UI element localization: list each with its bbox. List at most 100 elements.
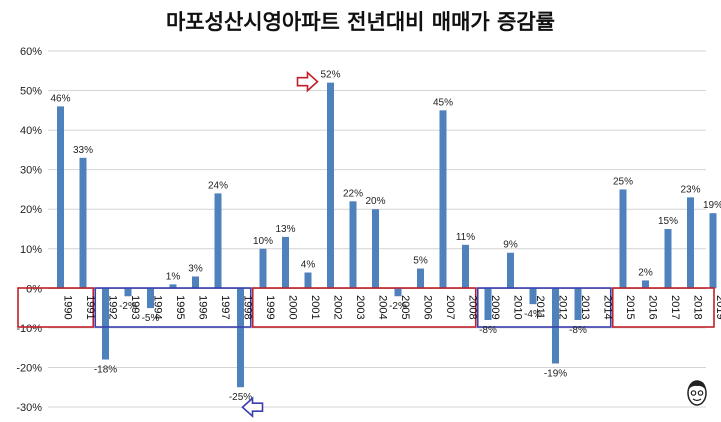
x-tick-label-2019: 2019 — [714, 295, 721, 319]
x-tick-label-2010: 2010 — [512, 295, 524, 319]
x-tick-label-1996: 1996 — [197, 295, 209, 319]
caricature-icon — [687, 380, 707, 406]
data-label-2016: 2% — [638, 267, 653, 278]
bar-2010 — [507, 252, 514, 289]
x-tick-label-2014: 2014 — [602, 295, 614, 319]
data-label-2006: 5% — [413, 256, 428, 267]
bar-2008 — [462, 244, 469, 289]
bar-1993 — [124, 288, 132, 297]
period-box — [17, 287, 95, 328]
bar-2017 — [664, 229, 672, 289]
data-label-2010: 9% — [503, 240, 518, 251]
bar-2005 — [394, 288, 402, 297]
bar-1997 — [214, 193, 222, 289]
data-label-2001: 4% — [301, 260, 316, 271]
data-label-2019: 19% — [703, 200, 721, 211]
data-label-1992: -18% — [94, 365, 117, 376]
bar-1995 — [169, 284, 177, 289]
arrow-icon — [241, 396, 264, 419]
bar-2009 — [484, 288, 492, 320]
x-tick-label-1994: 1994 — [152, 295, 164, 319]
data-label-1993: -2% — [119, 301, 137, 312]
x-tick-label-2004: 2004 — [377, 295, 389, 319]
x-tick-label-2007: 2007 — [444, 295, 456, 319]
x-tick-label-1999: 1999 — [264, 295, 276, 319]
x-tick-label-2015: 2015 — [624, 295, 636, 319]
x-tick-label-2013: 2013 — [579, 295, 591, 319]
x-tick-label-2017: 2017 — [669, 295, 681, 319]
y-tick-label: -30% — [16, 402, 42, 414]
x-tick-label-2011: 2011 — [534, 296, 546, 320]
bar-2013 — [574, 288, 582, 320]
bar-2016 — [642, 280, 649, 289]
bar-1996 — [192, 276, 199, 289]
bars — [57, 82, 717, 388]
y-tick-label: -10% — [16, 323, 42, 335]
bar-2007 — [439, 110, 447, 289]
x-tick-label-1992: 1992 — [107, 295, 119, 319]
x-tick-label-2008: 2008 — [467, 295, 479, 319]
period-boxes — [17, 287, 715, 328]
x-tick-label-2005: 2005 — [399, 295, 411, 319]
data-label-2009: -8% — [479, 325, 497, 336]
data-label-2000: 13% — [275, 224, 295, 235]
bar-1991 — [79, 157, 87, 289]
bar-1992 — [102, 288, 109, 360]
bar-2011 — [529, 288, 537, 305]
data-label-1996: 3% — [188, 263, 203, 274]
y-tick-label: 0% — [26, 283, 42, 295]
data-label-2002: 52% — [320, 70, 340, 81]
x-tick-label-1998: 1998 — [242, 295, 254, 319]
data-labels: 46% 33% -18% -2% -5% 1% 3% 24% -25% 10%13% 4% 52% 22… — [50, 70, 721, 404]
bar-1998 — [237, 288, 244, 388]
data-label-1990: 46% — [50, 93, 70, 104]
x-tick-label-2003: 2003 — [354, 295, 366, 319]
bar-2004 — [372, 209, 379, 289]
bar-2001 — [304, 272, 312, 289]
y-tick-label: 60% — [20, 46, 42, 58]
data-label-2005: -2% — [389, 301, 407, 312]
bar-2006 — [417, 268, 424, 289]
x-tick-label-2016: 2016 — [647, 295, 659, 319]
x-tick-label-2009: 2009 — [489, 295, 501, 319]
bar-2012 — [552, 288, 559, 364]
data-label-1991: 33% — [73, 145, 93, 156]
x-tick-label-2012: 2012 — [557, 295, 569, 319]
arrow-icon — [296, 70, 319, 93]
data-label-2017: 15% — [658, 216, 678, 227]
bar-1999 — [259, 248, 267, 289]
period-box — [476, 287, 612, 328]
data-label-2008: 11% — [456, 232, 475, 243]
x-tick-label-1991: 1991 — [84, 295, 96, 319]
bar-1990 — [57, 106, 64, 289]
x-tick-label-2018: 2018 — [692, 295, 704, 319]
data-label-1997: 24% — [208, 180, 228, 191]
period-box — [94, 287, 252, 328]
arrows — [241, 70, 319, 419]
x-tick-label-2002: 2002 — [332, 295, 344, 319]
data-label-2007: 45% — [433, 97, 453, 108]
bar-2018 — [687, 197, 694, 289]
data-label-1994: -5% — [142, 313, 160, 324]
data-label-2013: -8% — [569, 325, 587, 336]
data-label-2003: 22% — [343, 188, 363, 199]
period-box — [611, 287, 715, 328]
y-tick-label: -20% — [16, 362, 42, 374]
bar-2019 — [709, 213, 717, 289]
data-label-1995: 1% — [166, 271, 181, 282]
x-tick-label-1990: 1990 — [62, 295, 74, 319]
x-tick-label-2000: 2000 — [287, 295, 299, 319]
y-axis: -30% -20% -10% 0% 10% 20% 30% 40% 50% 60% — [16, 46, 42, 414]
bar-2000 — [282, 236, 289, 289]
y-tick-label: 20% — [20, 204, 42, 216]
data-label-2011: -4% — [524, 309, 542, 320]
x-tick-label-2001: 2001 — [309, 295, 321, 319]
y-tick-label: 30% — [20, 165, 42, 177]
x-tick-label-1995: 1995 — [174, 295, 186, 319]
bar-2015 — [619, 189, 627, 289]
data-label-2012: -19% — [544, 368, 567, 379]
data-label-1998: -25% — [229, 392, 252, 403]
data-label-2015: 25% — [613, 176, 633, 187]
data-label-2018: 23% — [680, 184, 700, 195]
